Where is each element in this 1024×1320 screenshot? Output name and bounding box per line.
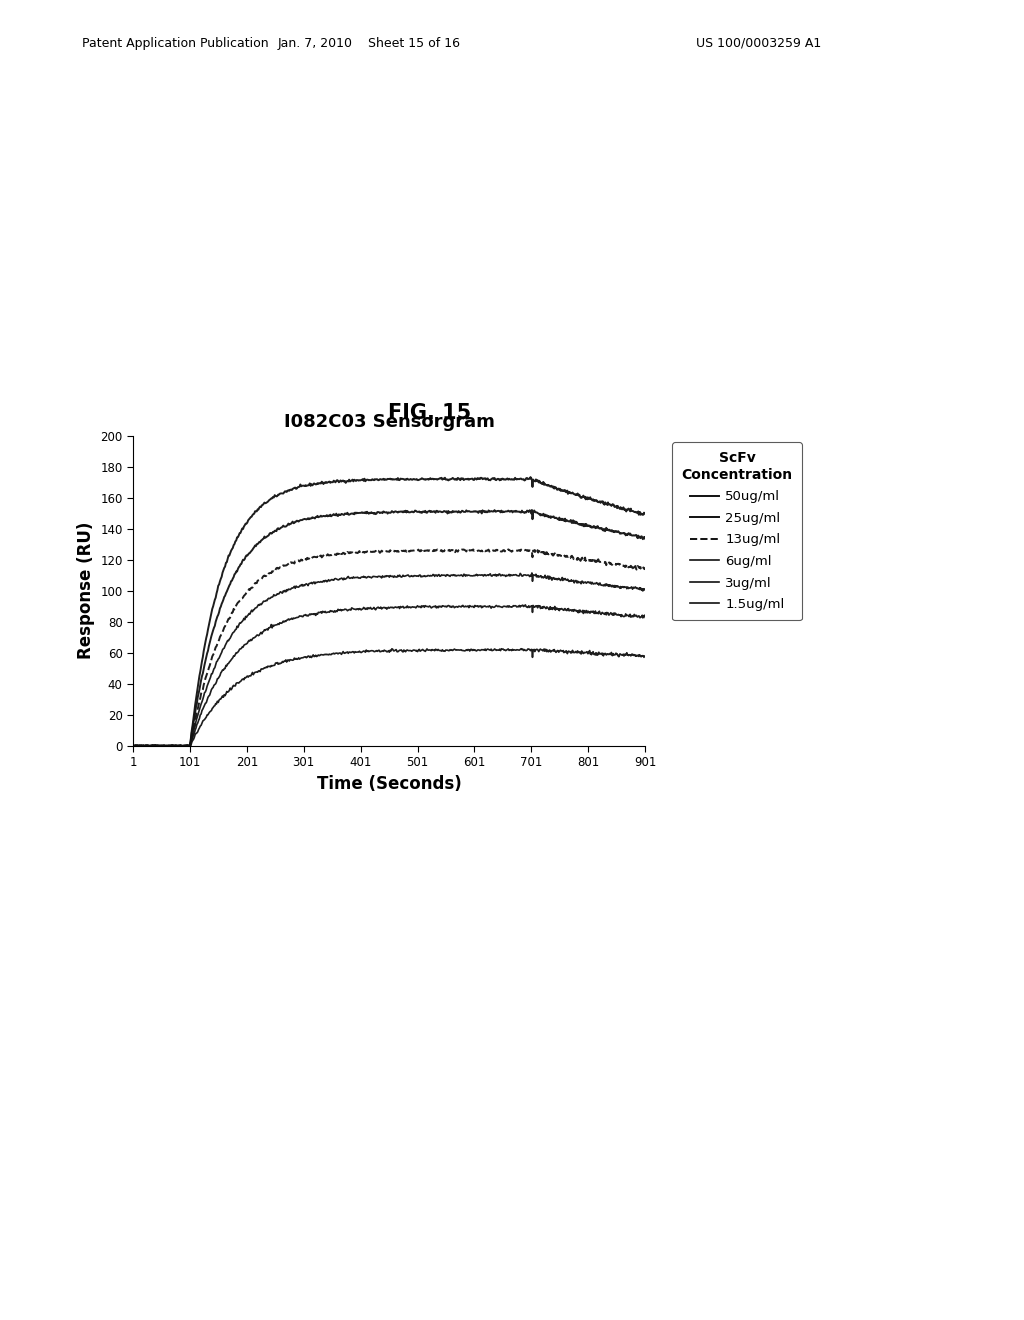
- Text: US 100/0003259 A1: US 100/0003259 A1: [696, 37, 821, 50]
- Legend: 50ug/ml, 25ug/ml, 13ug/ml, 6ug/ml, 3ug/ml, 1.5ug/ml: 50ug/ml, 25ug/ml, 13ug/ml, 6ug/ml, 3ug/m…: [672, 442, 802, 620]
- Text: Patent Application Publication: Patent Application Publication: [82, 37, 268, 50]
- X-axis label: Time (Seconds): Time (Seconds): [316, 775, 462, 793]
- Title: I082C03 Sensorgram: I082C03 Sensorgram: [284, 413, 495, 432]
- Text: Jan. 7, 2010    Sheet 15 of 16: Jan. 7, 2010 Sheet 15 of 16: [278, 37, 460, 50]
- Y-axis label: Response (RU): Response (RU): [77, 521, 95, 660]
- Text: FIG. 15: FIG. 15: [388, 403, 472, 422]
